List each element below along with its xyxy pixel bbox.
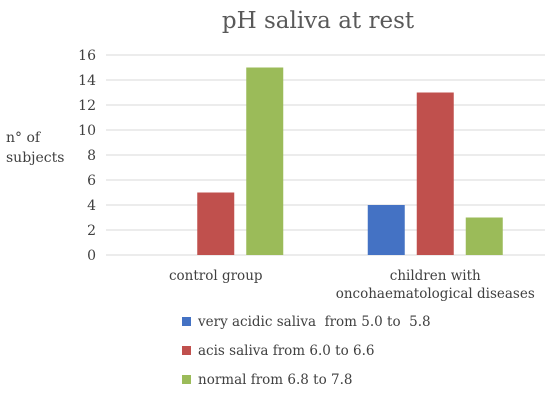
y-axis-title-line-1: n° of — [6, 130, 42, 146]
legend: very acidic saliva from 5.0 to 5.8 acis s… — [182, 314, 431, 388]
legend-label: very acidic saliva from 5.0 to 5.8 — [197, 314, 431, 330]
y-tick-label: 4 — [87, 198, 96, 214]
bar — [367, 205, 405, 255]
legend-label: acis saliva from 6.0 to 6.6 — [198, 343, 374, 359]
y-tick-label: 14 — [78, 73, 96, 89]
legend-label: normal from 6.8 to 7.8 — [198, 372, 352, 388]
bars — [197, 67, 503, 255]
bar — [465, 217, 503, 255]
y-tick-label: 16 — [78, 48, 96, 64]
y-tick-label: 8 — [87, 148, 96, 164]
y-tick-label: 2 — [87, 223, 96, 239]
y-tick-label: 6 — [87, 173, 96, 189]
chart-title: pH saliva at rest — [222, 8, 415, 34]
x-category-label: control group — [169, 268, 263, 284]
y-axis-ticks: 0 2 4 6 8 10 12 14 16 — [78, 48, 96, 264]
legend-swatch — [182, 375, 191, 384]
bar — [416, 92, 454, 255]
x-category-label: children with oncohaematological diseases — [336, 268, 535, 302]
gridlines — [106, 54, 545, 256]
x-category-label-line: children with — [390, 268, 481, 284]
x-category-label-line: oncohaematological diseases — [336, 286, 535, 302]
legend-swatch — [182, 346, 191, 355]
y-axis-title: n° of subjects — [6, 130, 64, 166]
x-category-label-line: control group — [169, 268, 263, 284]
y-tick-label: 0 — [87, 248, 96, 264]
y-tick-label: 10 — [78, 123, 96, 139]
y-axis-title-line-2: subjects — [6, 150, 64, 166]
y-tick-label: 12 — [78, 98, 96, 114]
x-axis-categories: control group children with oncohaematolog… — [169, 268, 535, 302]
bar — [246, 67, 284, 255]
legend-swatch — [182, 317, 191, 326]
bar — [197, 192, 235, 255]
